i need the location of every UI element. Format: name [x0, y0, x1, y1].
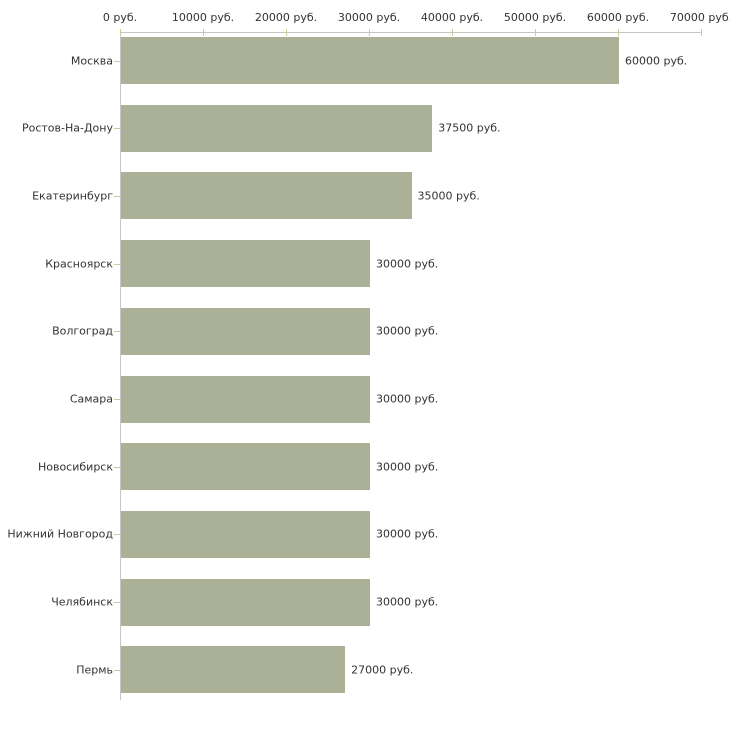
x-axis-tick-label: 50000 руб.: [503, 11, 567, 24]
category-label: Москва: [70, 54, 113, 67]
value-label: 30000 руб.: [376, 595, 439, 609]
x-axis-tick-label: 40000 руб.: [420, 11, 484, 24]
category-tick-mark: [114, 669, 120, 671]
category-label: Волгоград: [52, 324, 113, 338]
category-tick-mark: [114, 399, 120, 400]
category-tick-mark: [114, 195, 120, 197]
value-label: 30000 руб.: [376, 527, 439, 541]
bar: [121, 578, 370, 626]
x-axis-tick-label: 70000 руб.: [669, 11, 730, 24]
bar: [121, 307, 370, 355]
category-label: Екатеринбург: [32, 189, 113, 203]
value-label: 35000 руб.: [417, 189, 480, 203]
category-label: Новосибирск: [37, 460, 113, 474]
category-label: Челябинск: [51, 595, 113, 609]
category-label: Самара: [69, 392, 113, 406]
bar: [121, 646, 346, 694]
x-axis-tick-mark: [120, 29, 121, 36]
category-tick-mark: [114, 534, 120, 536]
x-axis-tick-label: 0 руб.: [102, 11, 138, 24]
value-label: 30000 руб.: [376, 257, 439, 271]
x-axis-tick-mark: [452, 29, 453, 36]
category-tick-mark: [114, 466, 120, 468]
x-axis-tick-mark: [286, 29, 287, 36]
category-label: Нижний Новгород: [7, 527, 113, 541]
x-axis-tick-label: 20000 руб.: [254, 11, 318, 24]
bar: [121, 104, 433, 152]
x-axis-tick-mark: [203, 29, 204, 36]
y-axis-line: [120, 32, 121, 700]
x-axis-tick-label: 30000 руб.: [337, 11, 401, 24]
value-label: 30000 руб.: [376, 392, 439, 406]
category-tick-mark: [114, 60, 120, 62]
bar: [121, 375, 370, 423]
bar: [121, 37, 619, 84]
value-label: 27000 руб.: [351, 663, 414, 677]
x-axis-line: [120, 32, 702, 33]
category-tick-mark: [114, 331, 120, 333]
bar: [121, 240, 370, 288]
x-axis-tick-mark: [535, 29, 536, 36]
category-tick-mark: [114, 263, 120, 265]
x-axis-tick-label: 60000 руб.: [586, 11, 650, 24]
x-axis-tick-mark: [618, 29, 619, 36]
bar: [121, 443, 370, 491]
category-tick-mark: [114, 128, 120, 130]
value-label: 30000 руб.: [376, 460, 439, 474]
category-label: Пермь: [76, 663, 113, 677]
x-axis-tick-label: 10000 руб.: [171, 11, 235, 24]
category-label: Ростов-На-Дону: [21, 121, 113, 135]
category-label: Красноярск: [45, 257, 113, 271]
bar: [121, 510, 370, 558]
value-label: 30000 руб.: [376, 324, 439, 338]
x-axis-tick-mark: [369, 29, 370, 36]
value-label: 60000 руб.: [625, 54, 688, 67]
x-axis-tick-mark: [701, 29, 702, 36]
bar: [121, 172, 412, 220]
category-tick-mark: [114, 602, 120, 604]
value-label: 37500 руб.: [438, 121, 501, 135]
